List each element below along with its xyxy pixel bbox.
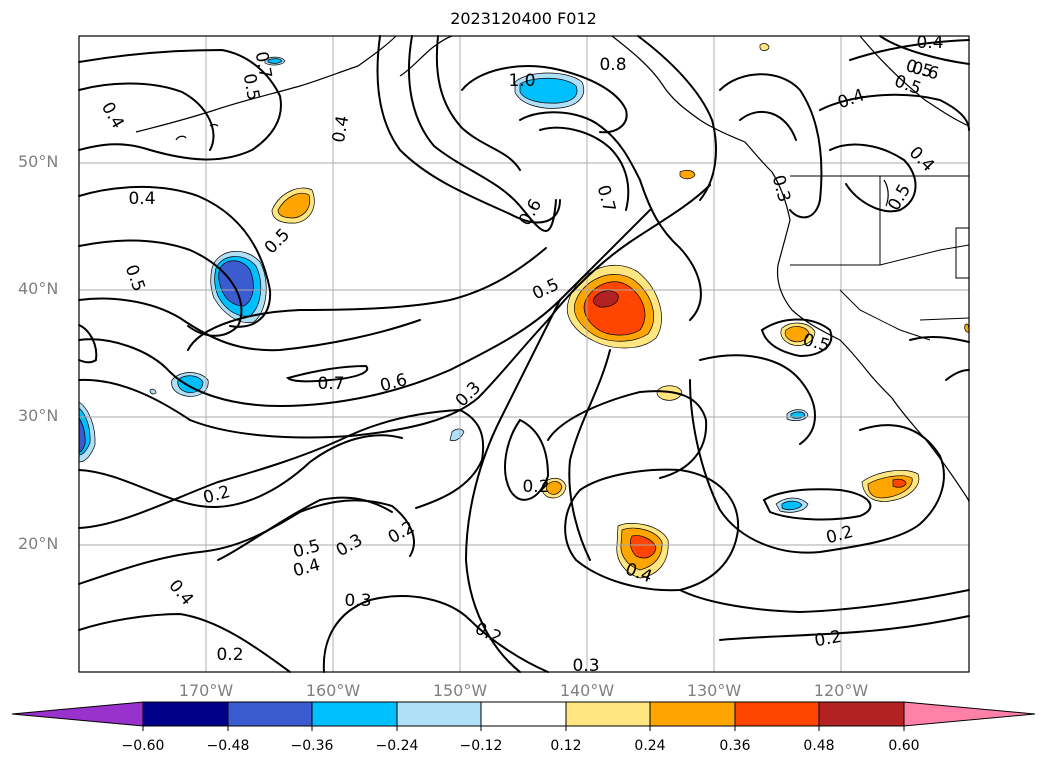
colorbar-ticks bbox=[142, 726, 905, 731]
lon-label: 120°W bbox=[813, 681, 869, 700]
contour-label: 0.2 bbox=[813, 627, 843, 651]
colorbar-bin bbox=[818, 701, 905, 727]
colorbar-bin bbox=[565, 701, 651, 727]
lat-label: 50°N bbox=[18, 152, 59, 171]
colorbar-extend-high bbox=[903, 701, 1036, 727]
colorbar-extend-low bbox=[11, 701, 144, 727]
lon-label: 130°W bbox=[686, 681, 742, 700]
lat-label: 40°N bbox=[18, 279, 59, 298]
contour-label: 0.8 bbox=[599, 55, 626, 75]
contour-label: 0.5 bbox=[239, 72, 263, 102]
contour-label: 0.3 bbox=[344, 591, 371, 611]
graticule bbox=[79, 36, 969, 672]
lon-label: 170°W bbox=[178, 681, 234, 700]
lon-label: 140°W bbox=[559, 681, 615, 700]
contour-label: 0.2 bbox=[216, 645, 243, 665]
contour-lines bbox=[78, 35, 970, 673]
colorbar-tick-label: 0.48 bbox=[803, 738, 835, 754]
contour-label: 0.7 bbox=[317, 374, 344, 394]
contour-label: 1.0 bbox=[508, 71, 535, 91]
contour-label: 0.4 bbox=[916, 33, 943, 53]
colorbar-bin bbox=[480, 701, 567, 727]
contour-label: 0.4 bbox=[128, 189, 155, 209]
colorbar-tick-label: −0.24 bbox=[375, 738, 419, 754]
lat-label: 20°N bbox=[18, 534, 59, 553]
colorbar-tick-label: −0.48 bbox=[206, 738, 250, 754]
contour-label: 0.3 bbox=[572, 656, 599, 676]
map-title: 2023120400 F012 bbox=[450, 9, 597, 28]
contour-label: 0.4 bbox=[329, 114, 353, 144]
map-panel bbox=[78, 35, 970, 673]
colorbar-tick-label: 0.12 bbox=[550, 738, 582, 754]
contour-label: 0.2 bbox=[522, 477, 549, 497]
lon-label: 150°W bbox=[432, 681, 488, 700]
colorbar-tick-label: 0.24 bbox=[634, 738, 666, 754]
colorbar-tick-label: 0.36 bbox=[719, 738, 751, 754]
positive-shading bbox=[271, 43, 970, 579]
lon-label: 160°W bbox=[305, 681, 361, 700]
colorbar-tick-label: −0.36 bbox=[290, 738, 334, 754]
colorbar-bin bbox=[396, 701, 482, 727]
colorbar-tick-label: −0.12 bbox=[459, 738, 503, 754]
colorbar-bin bbox=[227, 701, 313, 727]
colorbar-bin bbox=[142, 701, 229, 727]
colorbar-bin bbox=[649, 701, 736, 727]
colorbar-tick-label: −0.60 bbox=[121, 738, 165, 754]
contour-label: 0.7 bbox=[251, 50, 275, 80]
lat-label: 30°N bbox=[18, 406, 59, 425]
colorbar-bin bbox=[311, 701, 398, 727]
colorbar-tick-label: 0.60 bbox=[888, 738, 920, 754]
map-frame bbox=[78, 35, 970, 673]
colorbar bbox=[11, 701, 1036, 727]
colorbar-bin bbox=[734, 701, 820, 727]
